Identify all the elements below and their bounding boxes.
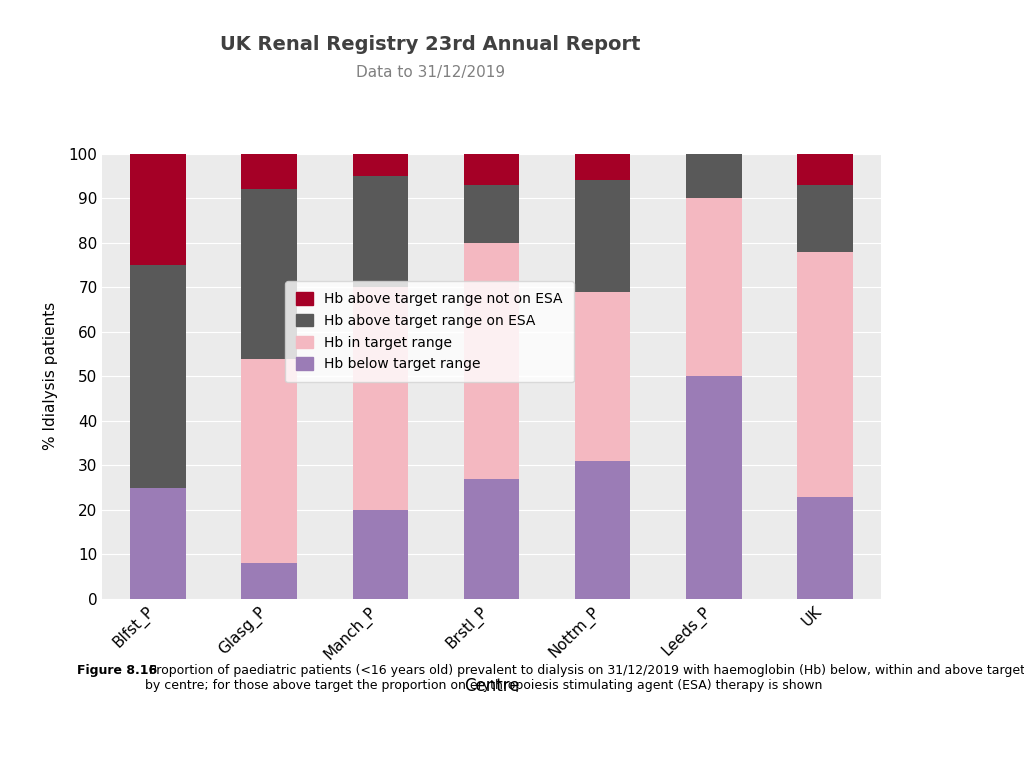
- Text: Data to 31/12/2019: Data to 31/12/2019: [355, 65, 505, 81]
- Bar: [130, 488, 185, 599]
- Bar: [352, 510, 409, 599]
- Bar: [574, 180, 631, 292]
- Legend: Hb above target range not on ESA, Hb above target range on ESA, Hb in target ran: Hb above target range not on ESA, Hb abo…: [285, 281, 573, 382]
- Bar: [352, 287, 409, 510]
- Bar: [574, 461, 631, 599]
- Bar: [798, 185, 853, 252]
- Bar: [798, 154, 853, 185]
- Bar: [242, 189, 297, 359]
- Bar: [242, 359, 297, 564]
- Bar: [352, 176, 409, 287]
- Bar: [574, 292, 631, 461]
- Bar: [686, 154, 741, 198]
- Bar: [798, 252, 853, 497]
- Bar: [130, 265, 185, 488]
- Bar: [686, 376, 741, 599]
- Bar: [574, 154, 631, 180]
- X-axis label: Centre: Centre: [464, 677, 519, 695]
- Bar: [242, 564, 297, 599]
- Text: Proportion of paediatric patients (<16 years old) prevalent to dialysis on 31/12: Proportion of paediatric patients (<16 y…: [145, 664, 1024, 692]
- Y-axis label: % Idialysis patients: % Idialysis patients: [43, 302, 57, 451]
- Bar: [464, 243, 519, 478]
- Text: Figure 8.16: Figure 8.16: [77, 664, 157, 677]
- Bar: [464, 185, 519, 243]
- Bar: [464, 154, 519, 185]
- Text: UK Renal Registry 23rd Annual Report: UK Renal Registry 23rd Annual Report: [220, 35, 640, 54]
- Bar: [130, 154, 185, 265]
- Bar: [242, 154, 297, 189]
- Bar: [352, 154, 409, 176]
- Bar: [686, 198, 741, 376]
- Bar: [798, 497, 853, 599]
- Bar: [464, 478, 519, 599]
